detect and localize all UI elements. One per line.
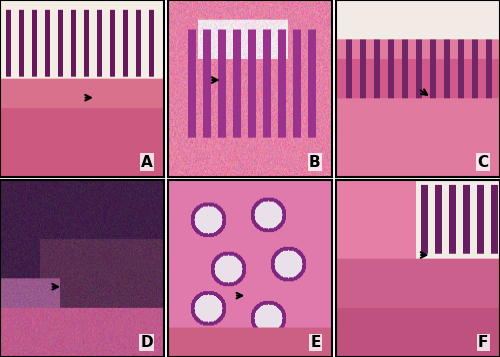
Text: A: A	[141, 155, 153, 170]
Text: F: F	[478, 335, 488, 350]
Text: D: D	[140, 335, 153, 350]
Text: E: E	[310, 335, 320, 350]
Text: B: B	[309, 155, 320, 170]
Text: C: C	[478, 155, 488, 170]
